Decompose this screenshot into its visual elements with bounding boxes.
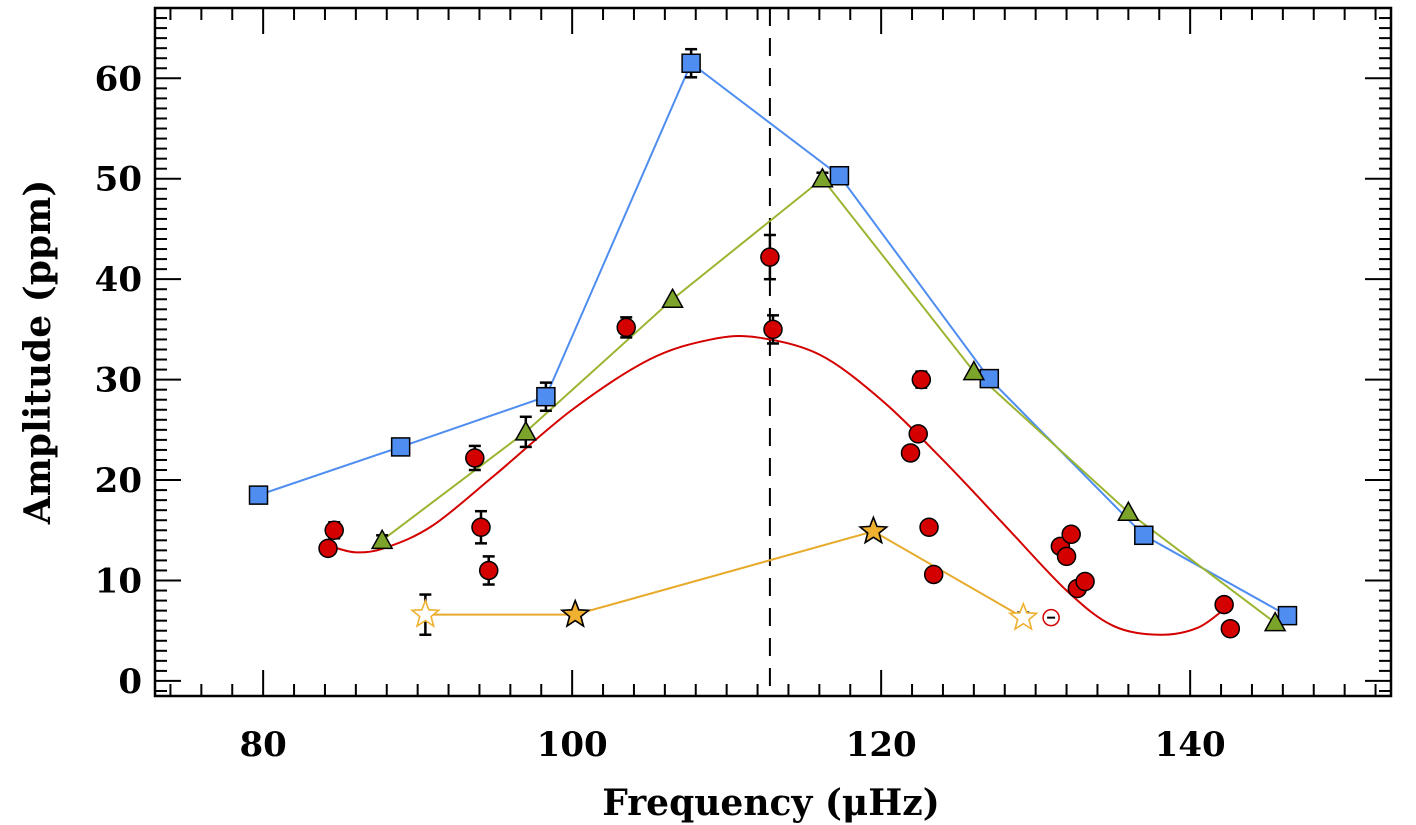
triangle-marker (962, 360, 986, 381)
axis-ticks (155, 7, 1391, 696)
series-line-squares (258, 61, 1288, 617)
square-marker (1277, 605, 1298, 626)
filled-star-marker (857, 515, 889, 545)
circle-marker (763, 319, 783, 340)
circle-marker (760, 247, 780, 267)
circle-marker (318, 538, 338, 559)
y-tick-label: 40 (95, 260, 142, 300)
y-tick-label: 30 (95, 361, 142, 401)
circle-marker (324, 520, 344, 541)
open-star-marker (409, 598, 441, 628)
circle-marker (919, 517, 939, 538)
y-axis-title: Amplitude (ppm) (17, 180, 59, 525)
circle-marker (1075, 571, 1095, 592)
triangle-marker (514, 420, 538, 441)
circle-marker (923, 564, 944, 585)
x-tick-label: 120 (846, 725, 917, 765)
triangle-marker (1263, 611, 1287, 632)
square-marker (390, 437, 411, 457)
y-tick-label: 0 (118, 662, 142, 702)
triangle-marker (661, 287, 684, 309)
y-tick-label: 60 (95, 59, 142, 99)
square-marker (248, 485, 269, 505)
y-tick-label: 10 (95, 561, 142, 601)
circle-marker (471, 517, 491, 538)
x-tick-label: 80 (239, 725, 286, 765)
circle-marker (1056, 546, 1077, 567)
circle-marker (908, 424, 928, 444)
x-tick-label: 100 (537, 725, 608, 765)
plot-frame (153, 6, 1393, 698)
x-tick-label: 140 (1155, 725, 1226, 765)
square-marker (536, 386, 556, 407)
circle-marker (478, 560, 499, 581)
series-line-triangles (381, 177, 1276, 624)
circle-marker (1061, 524, 1081, 545)
fit-curve-gaussian-fit (327, 334, 1228, 636)
series-line-stars (425, 530, 1024, 619)
square-marker (829, 165, 850, 186)
triangle-marker (1117, 500, 1140, 521)
circle-marker (900, 443, 921, 463)
y-tick-label: 50 (95, 160, 142, 200)
triangle-marker (811, 167, 834, 188)
filled-star-marker (559, 598, 591, 628)
circle-marker (1220, 618, 1241, 639)
square-marker (681, 53, 701, 73)
circle-marker (616, 317, 636, 338)
triangle-marker (370, 528, 394, 550)
circle-marker (1214, 594, 1234, 615)
y-tick-label: 20 (95, 461, 142, 501)
tick-labels: 80 100 120 140 0 10 20 30 40 50 60 (95, 59, 1226, 765)
circle-marker (465, 448, 485, 468)
square-marker (1134, 525, 1154, 546)
plot-area (248, 8, 1298, 696)
circle-marker (911, 369, 932, 390)
open-star-marker (1007, 601, 1039, 631)
x-axis-title: Frequency (μHz) (602, 782, 939, 824)
